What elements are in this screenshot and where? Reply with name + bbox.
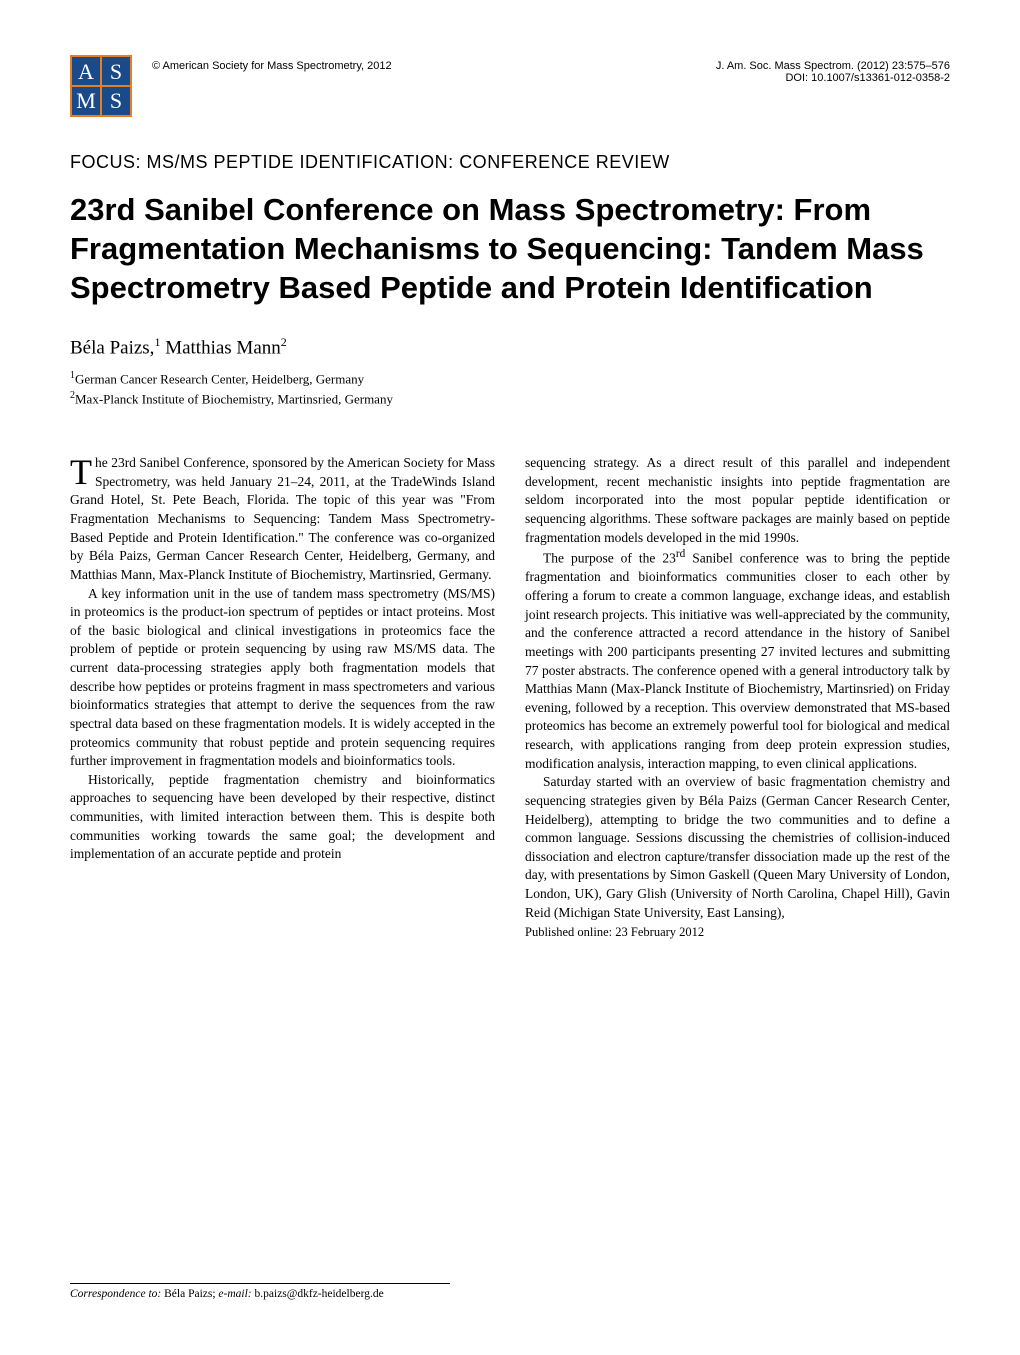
svg-text:M: M (76, 88, 96, 113)
left-p2: A key information unit in the use of tan… (70, 585, 495, 771)
focus-heading: FOCUS: MS/MS PEPTIDE IDENTIFICATION: CON… (70, 152, 950, 173)
copyright-text: © American Society for Mass Spectrometry… (152, 60, 392, 72)
logo-and-copyright: A S M S © American Society for Mass Spec… (70, 55, 392, 117)
authors: Béla Paizs,1 Matthias Mann2 (70, 335, 950, 359)
body-columns: The 23rd Sanibel Conference, sponsored b… (70, 454, 950, 941)
doi-block: J. Am. Soc. Mass Spectrom. (2012) 23:575… (716, 60, 950, 84)
dropcap: T (70, 454, 95, 487)
left-p1: The 23rd Sanibel Conference, sponsored b… (70, 454, 495, 584)
left-p3: Historically, peptide fragmentation chem… (70, 771, 495, 864)
right-p2: The purpose of the 23rd Sanibel conferen… (525, 547, 950, 773)
published-online: Published online: 23 February 2012 (525, 924, 950, 941)
header-row: A S M S © American Society for Mass Spec… (70, 55, 950, 117)
email-label: e-mail: (218, 1288, 251, 1300)
svg-text:S: S (110, 59, 122, 84)
asms-logo: A S M S (70, 55, 132, 117)
correspondence-label: Correspondence to: (70, 1288, 161, 1300)
right-p3: Saturday started with an overview of bas… (525, 773, 950, 922)
affiliation-1: 1German Cancer Research Center, Heidelbe… (70, 368, 950, 389)
left-column: The 23rd Sanibel Conference, sponsored b… (70, 454, 495, 941)
affiliations: 1German Cancer Research Center, Heidelbe… (70, 368, 950, 410)
affiliation-2: 2Max-Planck Institute of Biochemistry, M… (70, 388, 950, 409)
correspondence-footer: Correspondence to: Béla Paizs; e-mail: b… (70, 1283, 450, 1300)
correspondence-email: b.paizs@dkfz-heidelberg.de (252, 1288, 384, 1300)
right-column: sequencing strategy. As a direct result … (525, 454, 950, 941)
svg-text:A: A (78, 59, 94, 84)
citation-text: J. Am. Soc. Mass Spectrom. (2012) 23:575… (716, 60, 950, 72)
article-title: 23rd Sanibel Conference on Mass Spectrom… (70, 191, 950, 307)
correspondence-name: Béla Paizs; (161, 1288, 218, 1300)
right-p1: sequencing strategy. As a direct result … (525, 454, 950, 547)
svg-text:S: S (110, 88, 122, 113)
doi-text: DOI: 10.1007/s13361-012-0358-2 (716, 72, 950, 84)
